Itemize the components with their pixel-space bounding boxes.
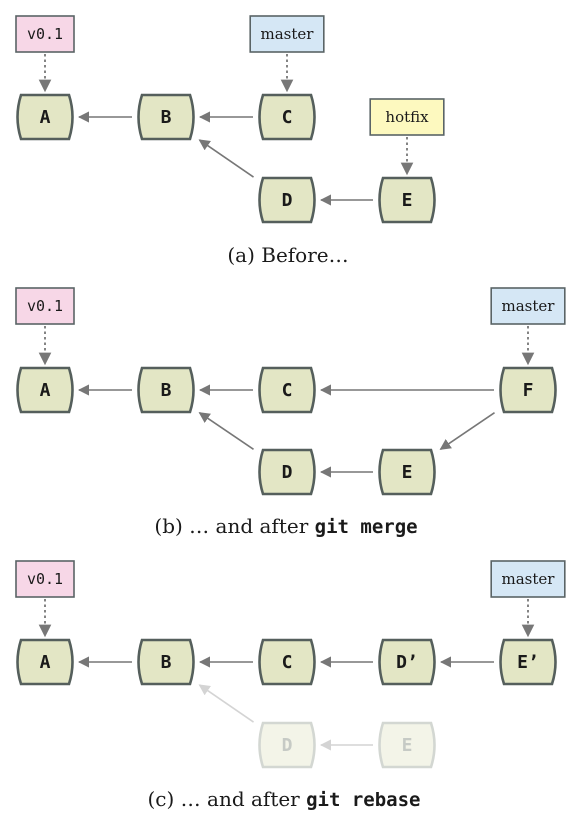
ref-tag-master: master — [490, 287, 566, 366]
commit-node-shape — [378, 721, 436, 769]
ref-tag-box — [15, 287, 75, 325]
commit-node-F: F — [499, 366, 557, 414]
commit-node-shape — [258, 448, 316, 496]
caption-text: (b) … and after — [154, 514, 314, 538]
commit-node-E2: E’ — [499, 638, 557, 686]
ref-tag-label: v0.1 — [27, 570, 63, 588]
commit-node-C: C — [258, 638, 316, 686]
ref-tag-hotfix: hotfix — [369, 98, 445, 176]
caption-command: git rebase — [306, 789, 420, 811]
commit-node-D: D — [258, 721, 316, 769]
commit-label: C — [282, 107, 293, 128]
commit-label: D’ — [396, 652, 418, 673]
commit-node-E: E — [378, 448, 436, 496]
commit-node-A: A — [16, 366, 74, 414]
commit-node-A: A — [16, 93, 74, 141]
commit-label: A — [40, 380, 51, 401]
commit-label: A — [40, 107, 51, 128]
commit-node-E: E — [378, 176, 436, 224]
edge-D-to-B — [198, 139, 254, 178]
commit-label: F — [523, 380, 534, 401]
caption-text: (c) … and after — [148, 787, 307, 811]
ref-tag-v0.1: v0.1 — [15, 15, 75, 93]
commit-label: E — [402, 735, 413, 756]
commit-node-shape — [258, 93, 316, 141]
commit-label: B — [161, 380, 172, 401]
commit-node-shape — [258, 638, 316, 686]
ref-tag-box — [490, 560, 566, 598]
commit-label: B — [161, 107, 172, 128]
ref-tag-box — [369, 98, 445, 136]
ref-tag-box — [490, 287, 566, 325]
commit-label: D — [282, 735, 293, 756]
commit-node-shape — [258, 721, 316, 769]
commit-node-shape — [16, 366, 74, 414]
commit-label: C — [282, 652, 293, 673]
ref-tag-box — [15, 560, 75, 598]
commit-label: E — [402, 462, 413, 483]
panel-caption: (b) … and after git merge — [154, 514, 417, 538]
commit-node-E: E — [378, 721, 436, 769]
ref-tag-v0.1: v0.1 — [15, 287, 75, 366]
commit-label: C — [282, 380, 293, 401]
commit-node-D: D — [258, 176, 316, 224]
edge-D-to-B — [198, 412, 254, 450]
commit-node-shape — [137, 366, 195, 414]
commit-node-shape — [378, 448, 436, 496]
commit-node-D: D — [258, 448, 316, 496]
edge-D-to-B — [198, 684, 254, 723]
commit-node-C: C — [258, 366, 316, 414]
edges — [77, 111, 373, 206]
ref-tag-master: master — [490, 560, 566, 638]
ref-tag-v0.1: v0.1 — [15, 560, 75, 638]
edges — [77, 656, 494, 751]
commit-node-shape — [499, 638, 557, 686]
panel-caption: (a) Before… — [227, 243, 348, 267]
panel-merge: A B C F D Ev0.1 master (b) … and after git merg… — [15, 287, 566, 538]
commit-node-C: C — [258, 93, 316, 141]
ref-tag-label: hotfix — [385, 108, 429, 126]
commit-node-shape — [137, 638, 195, 686]
panels: A B C D Ev0.1 master hotfix (a) Before… A B C F D Ev0… — [15, 15, 566, 811]
commit-label: D — [282, 462, 293, 483]
ref-tag-box — [15, 15, 75, 53]
commit-node-shape — [258, 176, 316, 224]
commit-node-shape — [499, 366, 557, 414]
commit-node-shape — [258, 366, 316, 414]
commit-label: E’ — [517, 652, 539, 673]
commit-node-shape — [16, 93, 74, 141]
ref-tag-label: master — [502, 570, 556, 588]
commit-node-shape — [16, 638, 74, 686]
ref-tag-box — [249, 15, 325, 53]
ref-tag-label: v0.1 — [27, 297, 63, 315]
commit-node-shape — [378, 176, 436, 224]
commit-node-shape — [137, 93, 195, 141]
edges — [77, 384, 495, 478]
commit-label: A — [40, 652, 51, 673]
caption-command: git merge — [315, 516, 418, 538]
panel-rebase: A B C D’ E’ D Ev0.1 master (c) … and after git r… — [15, 560, 566, 811]
ref-tag-label: v0.1 — [27, 25, 63, 43]
caption-text: (a) Before… — [227, 243, 348, 267]
panel-before: A B C D Ev0.1 master hotfix (a) Before… — [15, 15, 445, 267]
commit-label: B — [161, 652, 172, 673]
commit-node-B: B — [137, 638, 195, 686]
commit-node-B: B — [137, 93, 195, 141]
commit-label: E — [402, 190, 413, 211]
edge-F-to-E — [439, 412, 495, 450]
commit-node-shape — [378, 638, 436, 686]
commit-node-A: A — [16, 638, 74, 686]
ref-tag-master: master — [249, 15, 325, 93]
ref-tag-label: master — [261, 25, 315, 43]
commit-node-D2: D’ — [378, 638, 436, 686]
commit-node-B: B — [137, 366, 195, 414]
commit-label: D — [282, 190, 293, 211]
ref-tag-label: master — [502, 297, 556, 315]
panel-caption: (c) … and after git rebase — [148, 787, 421, 811]
